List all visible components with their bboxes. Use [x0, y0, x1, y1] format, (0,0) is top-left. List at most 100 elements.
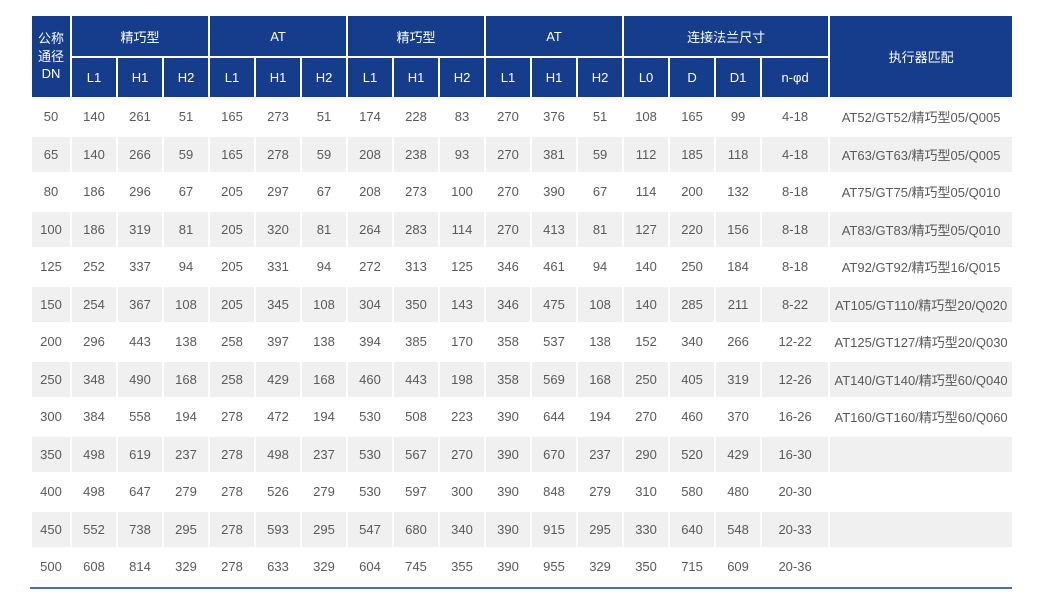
cell-dimension: 208	[346, 172, 395, 212]
cell-dimension: 346	[484, 284, 533, 324]
cell-dimension: 237	[299, 434, 349, 474]
cell-dimension: 390	[484, 509, 533, 549]
cell-dimension: 127	[622, 209, 671, 249]
cell-dimension: 680	[392, 509, 441, 549]
cell-dimension: 300	[438, 472, 487, 512]
header-group-row: 公称 通径 DN 精巧型 AT 精巧型 AT 连接法兰尺寸 执行器匹配	[30, 14, 1015, 99]
header-actuator-match: 执行器匹配	[828, 14, 1015, 99]
header-subcol: D1	[714, 56, 763, 99]
cell-dimension: 51	[576, 97, 625, 137]
table-row: 150 254 367 108 205 345 108 304 350 143 346 475 108 1…	[30, 284, 1015, 324]
cell-dimension: 67	[162, 172, 210, 212]
cell-dimension: 480	[714, 472, 763, 512]
cell-dimension: 429	[254, 359, 302, 399]
cell-dimension: 118	[714, 134, 763, 174]
cell-dimension: 345	[254, 284, 302, 324]
header-subcol: L1	[70, 56, 118, 99]
cell-dimension: 59	[162, 134, 210, 174]
cell-dimension: 252	[70, 247, 118, 287]
cell-dimension: 295	[299, 509, 349, 549]
cell-dimension: 59	[299, 134, 349, 174]
cell-dimension: 270	[438, 434, 487, 474]
cell-dimension: 385	[392, 322, 441, 362]
cell-actuator-match: AT75/GT75/精巧型05/Q010	[828, 172, 1015, 212]
cell-dimension: 270	[622, 397, 671, 437]
cell-dimension: 390	[484, 397, 533, 437]
cell-dimension: 376	[530, 97, 579, 137]
cell-dimension: 278	[208, 434, 256, 474]
table-row: 400 498 647 279 278 526 279 530 597 300 390 848 279 3…	[30, 472, 1015, 512]
valve-dimension-table: 公称 通径 DN 精巧型 AT 精巧型 AT 连接法兰尺寸 执行器匹配 L1 H…	[30, 14, 1015, 587]
cell-dimension: 358	[484, 322, 533, 362]
cell-dimension: 12-26	[760, 359, 831, 399]
cell-dimension: 8-18	[760, 172, 831, 212]
cell-dimension: 140	[622, 247, 671, 287]
cell-dimension: 237	[162, 434, 210, 474]
cell-dimension: 194	[162, 397, 210, 437]
cell-dimension: 228	[392, 97, 441, 137]
cell-dimension: 390	[484, 434, 533, 474]
cell-dimension: 609	[714, 547, 763, 587]
cell-dimension: 296	[116, 172, 164, 212]
cell-dimension: 537	[530, 322, 579, 362]
cell-dimension: 81	[162, 209, 210, 249]
cell-dimension: 261	[116, 97, 164, 137]
header-subcol-row: L1 H1 H2 L1 H1 H2 L1 H1 H2 L1 H1 H2 L0 D…	[31, 56, 1013, 99]
cell-dimension: 390	[530, 172, 579, 212]
cell-dimension: 266	[116, 134, 164, 174]
cell-dimension: 443	[116, 322, 164, 362]
cell-dimension: 186	[70, 209, 118, 249]
cell-dimension: 526	[254, 472, 302, 512]
cell-dimension: 108	[299, 284, 349, 324]
cell-dimension: 200	[668, 172, 717, 212]
cell-dimension: 390	[484, 547, 533, 587]
cell-dimension: 140	[70, 134, 118, 174]
cell-dimension: 273	[392, 172, 441, 212]
cell-dimension: 170	[438, 322, 487, 362]
cell-dimension: 337	[116, 247, 164, 287]
table-row: 200 296 443 138 258 397 138 394 385 170 358 537 138 1…	[30, 322, 1015, 362]
cell-dimension: 132	[714, 172, 763, 212]
cell-dimension: 279	[576, 472, 625, 512]
cell-actuator-match: AT83/GT83/精巧型05/Q010	[828, 209, 1015, 249]
cell-dimension: 250	[622, 359, 671, 399]
cell-dimension: 211	[714, 284, 763, 324]
cell-dimension: 108	[622, 97, 671, 137]
cell-dimension: 264	[346, 209, 395, 249]
table-row: 450 552 738 295 278 593 295 547 680 340 390 915 295 3…	[30, 509, 1015, 549]
cell-dimension: 329	[162, 547, 210, 587]
cell-dimension: 745	[392, 547, 441, 587]
header-subcol: H2	[576, 56, 625, 99]
cell-dimension: 390	[484, 472, 533, 512]
cell-dn: 400	[30, 472, 72, 512]
cell-dimension: 498	[70, 434, 118, 474]
cell-dimension: 94	[299, 247, 349, 287]
cell-dimension: 112	[622, 134, 671, 174]
cell-dimension: 94	[162, 247, 210, 287]
cell-dimension: 194	[299, 397, 349, 437]
cell-actuator-match: AT160/GT160/精巧型60/Q060	[828, 397, 1015, 437]
cell-dimension: 619	[116, 434, 164, 474]
cell-dimension: 644	[530, 397, 579, 437]
cell-dimension: 405	[668, 359, 717, 399]
cell-dimension: 152	[622, 322, 671, 362]
cell-dimension: 597	[392, 472, 441, 512]
cell-dimension: 165	[208, 97, 256, 137]
cell-actuator-match: AT92/GT92/精巧型16/Q015	[828, 247, 1015, 287]
cell-dimension: 567	[392, 434, 441, 474]
cell-dimension: 205	[208, 209, 256, 249]
cell-dimension: 138	[299, 322, 349, 362]
cell-dn: 150	[30, 284, 72, 324]
cell-dimension: 272	[346, 247, 395, 287]
cell-dimension: 569	[530, 359, 579, 399]
cell-dimension: 530	[346, 434, 395, 474]
header-subcol: H2	[438, 56, 487, 99]
cell-dn: 350	[30, 434, 72, 474]
table-row: 500 608 814 329 278 633 329 604 745 355 390 955 329 3…	[30, 547, 1015, 587]
cell-dimension: 198	[438, 359, 487, 399]
cell-dimension: 915	[530, 509, 579, 549]
cell-dimension: 633	[254, 547, 302, 587]
cell-dimension: 168	[576, 359, 625, 399]
table-row: 250 348 490 168 258 429 168 460 443 198 358 569 168 2…	[30, 359, 1015, 399]
cell-dimension: 547	[346, 509, 395, 549]
